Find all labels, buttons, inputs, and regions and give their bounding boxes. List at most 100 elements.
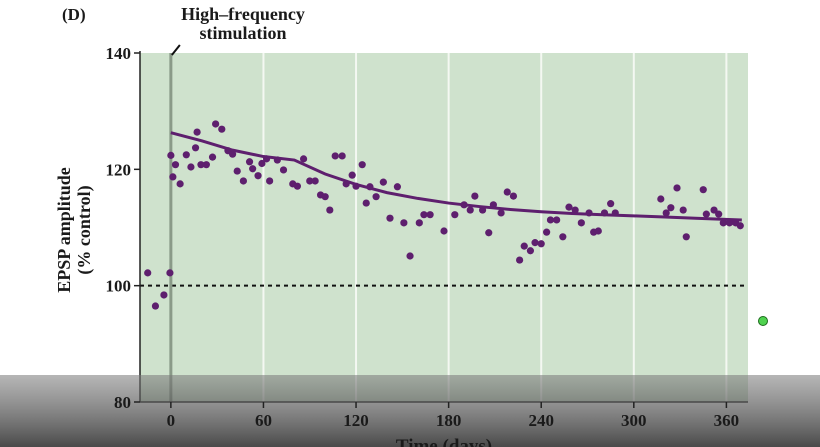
data-point [169,173,177,181]
x-axis-label: Time (days) [396,436,492,447]
data-point [543,228,551,236]
data-point [577,219,585,227]
data-point [362,199,370,207]
x-tick-label: 180 [436,411,462,430]
data-point [485,229,493,237]
x-tick-label: 120 [343,411,369,430]
data-point [212,120,220,128]
data-point [594,227,602,235]
y-axis-label: EPSP amplitude [54,167,74,293]
data-point [171,161,180,169]
data-point [182,151,190,159]
x-tick-label: 300 [621,411,647,430]
data-point [228,150,237,158]
data-point [531,239,539,247]
data-point [546,216,555,224]
data-point [144,269,152,277]
data-point [420,211,428,219]
data-point [509,192,518,200]
y-tick-label: 140 [106,44,132,63]
data-point [662,209,670,217]
data-point [607,200,615,208]
y-tick-label: 100 [106,277,132,296]
data-point [725,219,734,227]
data-point [719,219,727,227]
data-point [202,161,210,169]
data-point [299,155,308,163]
data-point [176,180,184,188]
data-point [553,216,561,224]
data-point [466,206,474,214]
data-point [358,161,366,169]
data-point [497,209,505,217]
data-point [233,167,241,175]
data-point [326,206,334,214]
data-point [249,165,257,173]
annotation-pointer [171,44,181,56]
data-point [166,269,174,277]
annotation-text: stimulation [199,23,286,43]
status-dot [758,316,768,326]
data-point [559,233,567,241]
data-point [254,172,262,180]
panel-label: (D) [62,5,86,24]
data-point [191,144,200,152]
x-tick-label: 360 [714,411,740,430]
data-point [520,242,528,250]
data-point [193,128,201,136]
data-point [321,193,329,201]
x-tick-label: 60 [255,411,272,430]
y-axis-label: (% control) [74,185,95,274]
y-tick-label: 120 [106,160,132,179]
data-point [386,214,394,222]
data-point [372,193,380,201]
data-point [331,152,339,160]
data-point [338,152,346,160]
data-point [710,206,718,214]
data-point [306,177,314,185]
data-point [699,186,707,194]
data-point [571,206,579,214]
data-point [187,163,195,171]
x-tick-label: 0 [167,411,176,430]
data-point [160,291,168,299]
data-point [400,219,408,227]
data-point [537,240,545,248]
data-point [239,177,247,185]
data-point [393,183,401,191]
data-point [426,211,434,219]
data-point [379,178,387,186]
data-point [471,192,479,200]
annotation-text: High–frequency [181,4,305,24]
data-point [151,302,160,310]
data-point [715,210,723,218]
data-point [293,182,302,190]
data-point [657,195,665,203]
data-point [311,177,319,185]
data-point [667,204,675,212]
data-point [673,184,681,192]
data-point [266,177,274,185]
data-point [526,247,535,255]
data-point [208,153,217,161]
data-point [682,233,690,241]
data-point [348,171,356,179]
data-point [258,159,266,168]
data-point [702,210,710,218]
y-tick-label: 80 [114,393,131,412]
data-point [245,158,254,166]
data-point [415,219,423,227]
data-point [406,252,414,260]
data-point [736,222,744,230]
data-point [451,211,459,219]
data-point [218,125,226,133]
data-point [503,188,511,196]
data-point [440,227,448,235]
x-tick-label: 240 [528,411,554,430]
data-point [679,206,687,214]
taskbar-shade [0,375,820,447]
data-point [516,256,524,264]
data-point [167,151,175,159]
